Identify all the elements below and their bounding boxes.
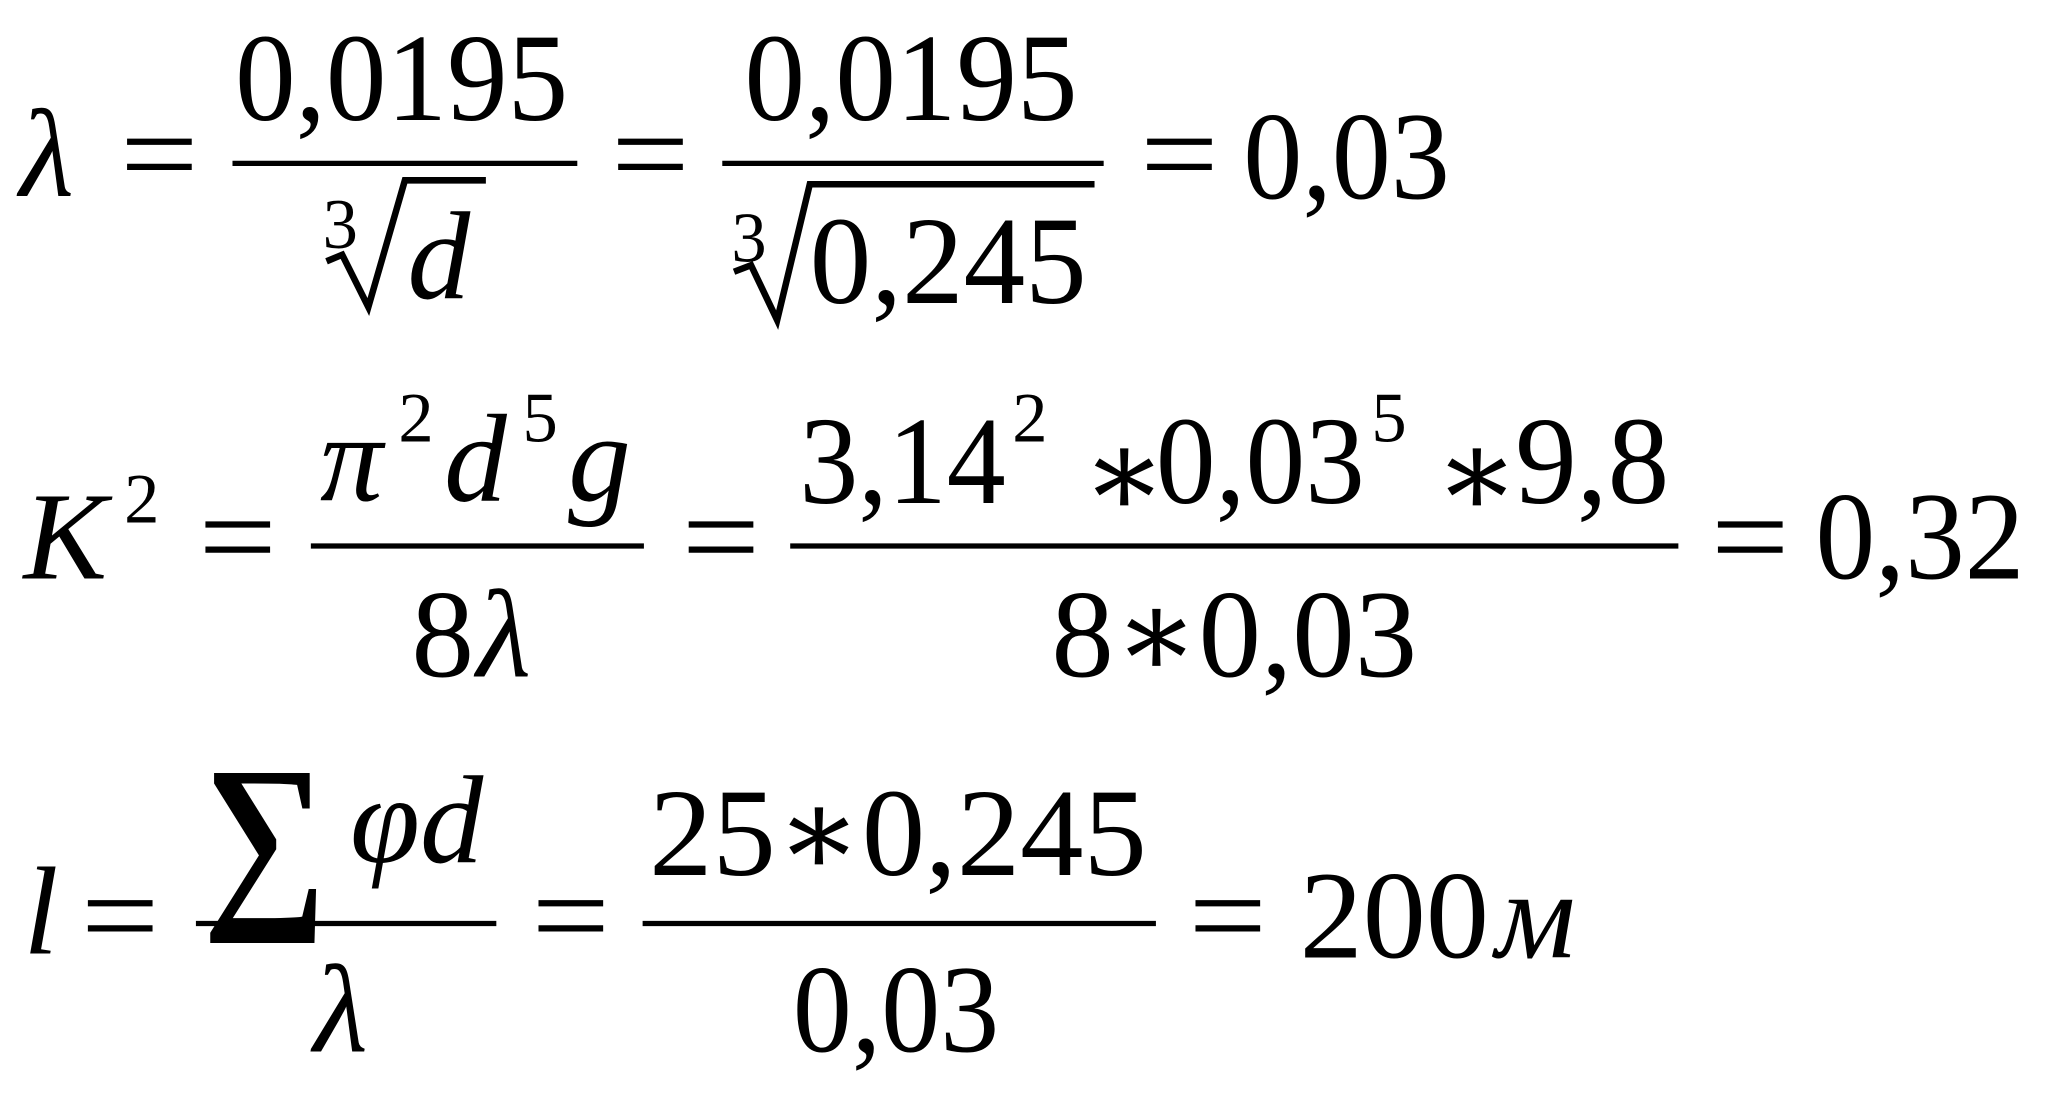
- numerator: φd: [350, 751, 484, 890]
- equals-sign: =: [1711, 468, 1789, 607]
- exponent: 2: [398, 380, 433, 458]
- pi-symbol: π: [320, 389, 386, 528]
- equals-sign: =: [611, 85, 689, 224]
- equals-sign: =: [199, 468, 277, 607]
- radicand: 0,245: [810, 192, 1087, 331]
- numerator-value: 0,03: [1156, 392, 1365, 531]
- numerator: 0,0195: [235, 9, 568, 148]
- denominator-8: 8: [411, 566, 474, 705]
- radicand: d: [408, 187, 471, 326]
- denominator: 0,03: [793, 941, 999, 1080]
- exponent: 5: [1371, 380, 1406, 458]
- cube-root-icon: [732, 180, 1095, 330]
- result: 0,32: [1816, 468, 2025, 607]
- cube-root-icon: [325, 177, 486, 316]
- exponent: 2: [1012, 380, 1047, 458]
- equals-sign: =: [1140, 85, 1218, 224]
- formula-lambda: λ = 0,0195 3 d = 0,0195 3 0,245 = 0,03: [16, 9, 1450, 331]
- equals-sign: =: [120, 85, 198, 224]
- lambda-symbol: λ: [309, 941, 367, 1080]
- equals-sign: =: [1189, 846, 1267, 985]
- l-lhs: l: [24, 843, 59, 982]
- unit: м: [1492, 846, 1576, 985]
- denominator: 8∗0,03: [1051, 566, 1417, 705]
- equals-sign: =: [682, 468, 760, 607]
- multiply-sign: ∗: [1081, 405, 1166, 544]
- numerator: 25∗0,245: [649, 764, 1147, 903]
- result: 0,03: [1243, 88, 1449, 227]
- exponent: 2: [124, 461, 159, 539]
- root-index: 3: [323, 186, 358, 264]
- numerator-value: 3,14: [799, 392, 1005, 531]
- lambda-lhs: λ: [16, 85, 74, 224]
- result: 200: [1300, 846, 1489, 985]
- numerator-value: 9,8: [1515, 392, 1669, 531]
- d-variable: d: [444, 389, 507, 528]
- formula-length: l = ∑ φd λ = 25∗0,245 0,03 = 200 м: [24, 727, 1576, 1079]
- lambda-symbol: λ: [473, 566, 531, 705]
- sigma-icon: ∑: [202, 727, 326, 944]
- numerator: 0,0195: [744, 9, 1077, 148]
- exponent: 5: [522, 380, 557, 458]
- multiply-sign: ∗: [1434, 405, 1519, 544]
- equals-sign: =: [532, 846, 610, 985]
- formula-k-squared: K 2 = π 2 d 5 g 8 λ = 3,14 2 ∗ 0,03 5 ∗ …: [22, 380, 2025, 705]
- equals-sign: =: [81, 846, 159, 985]
- k-lhs: K: [22, 468, 114, 607]
- g-variable: g: [568, 389, 631, 528]
